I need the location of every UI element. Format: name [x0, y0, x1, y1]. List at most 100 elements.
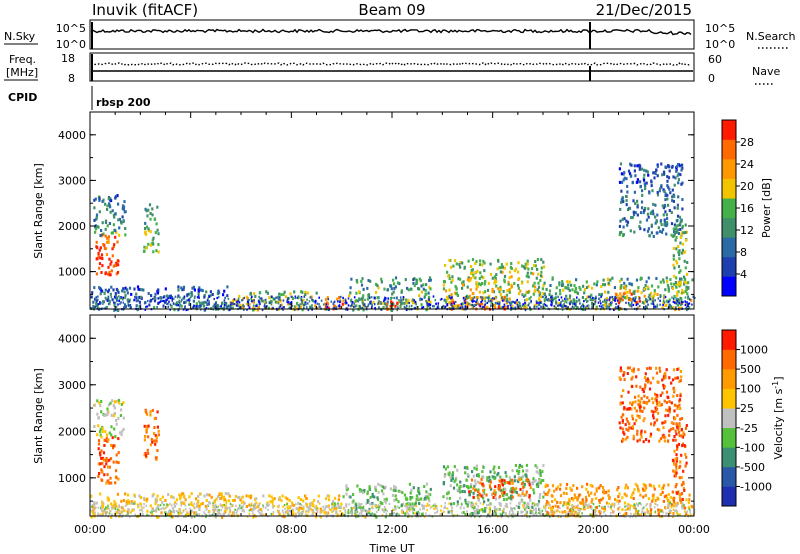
power-cell [615, 293, 618, 297]
velocity-cell [500, 489, 503, 493]
velocity-ground-cell [192, 504, 195, 507]
velocity-ground-cell [581, 512, 583, 515]
power-cell [579, 287, 582, 291]
power-ground-cell [225, 301, 228, 305]
velocity-cell [585, 498, 588, 502]
velocity-cell [156, 410, 159, 414]
power-ground-cell [194, 295, 196, 298]
power-ground-cell [689, 298, 691, 301]
velocity-ground-cell [191, 510, 194, 513]
velocity-cell [658, 428, 661, 432]
power-cell [471, 258, 475, 262]
power-cell [617, 294, 620, 298]
velocity-cell [630, 377, 633, 381]
power-cell [455, 262, 458, 266]
velocity-ground-cell [355, 515, 357, 518]
power-ground-cell [113, 304, 116, 307]
power-cell [442, 283, 445, 287]
power-cell [558, 283, 561, 287]
velocity-ground-cell [193, 515, 196, 518]
velocity-cell [563, 510, 567, 514]
velocity-ground-cell [267, 504, 269, 507]
power-cell [182, 287, 185, 291]
velocity-cell [511, 469, 514, 473]
velocity-ground-cell [385, 512, 388, 516]
power-cell [630, 292, 633, 296]
velocity-ground-cell [439, 513, 442, 516]
velocity-cell [518, 469, 521, 473]
power-ground-cell [475, 303, 477, 306]
power-cell [376, 296, 379, 300]
power-cell [386, 288, 389, 292]
power-ground-cell [306, 298, 308, 301]
power-ground-cell [614, 299, 616, 302]
power-cell [451, 278, 454, 282]
velocity-ground-cell [240, 502, 243, 505]
velocity-ground-cell [121, 506, 123, 509]
velocity-cell [494, 509, 497, 513]
velocity-ground-cell [475, 508, 477, 511]
power-cell [450, 265, 453, 269]
velocity-cell [451, 474, 454, 478]
power-cell [327, 306, 330, 310]
power-cell [94, 227, 97, 231]
velocity-ground-cell [94, 506, 97, 509]
power-ground-cell [536, 305, 538, 308]
velocity-ground-cell [512, 507, 515, 510]
power-cell [666, 175, 669, 179]
velocity-ground-cell [471, 503, 473, 506]
power-ground-cell [523, 295, 525, 298]
velocity-ground-cell [667, 503, 670, 506]
velocity-cell [383, 486, 386, 490]
velocity-cell [107, 465, 110, 469]
power-cell [643, 168, 646, 172]
nave-tick-bottom: 0 [708, 72, 715, 85]
power-ground-cell [427, 297, 430, 301]
power-cell [676, 261, 679, 265]
power-ground-cell [357, 300, 360, 303]
power-cell [115, 261, 118, 265]
power-cell [138, 300, 141, 304]
power-cell [574, 287, 577, 290]
power-ground-cell [199, 304, 201, 307]
nave-trace [90, 62, 692, 66]
power-cell [94, 230, 97, 234]
velocity-cell [565, 492, 568, 496]
power-colorbar-tick-label: 20 [740, 180, 754, 193]
velocity-ground-cell [223, 503, 226, 506]
velocity-cell [450, 502, 453, 506]
power-cell [682, 231, 685, 235]
velocity-ground-cell [650, 502, 652, 505]
velocity-ground-cell [425, 512, 427, 515]
velocity-ground-cell [544, 508, 547, 511]
velocity-ground-cell [211, 513, 213, 517]
power-ground-cell [671, 307, 673, 310]
power-ground-cell [528, 302, 530, 305]
power-ground-cell [490, 304, 492, 307]
power-cell [526, 262, 529, 266]
velocity-ground-cell [472, 507, 475, 510]
velocity-ground-cell [218, 512, 221, 515]
power-cell [532, 272, 535, 276]
power-ground-cell [119, 302, 121, 305]
power-ground-cell [185, 308, 188, 312]
power-cell [636, 205, 639, 209]
power-cell [540, 295, 543, 299]
velocity-cell [637, 399, 640, 403]
velocity-cell [479, 493, 482, 497]
velocity-cell [658, 484, 661, 488]
power-cell [533, 281, 536, 285]
power-cell [505, 305, 508, 309]
power-cell [153, 305, 156, 309]
power-cell [469, 278, 472, 282]
velocity-cell [381, 485, 384, 489]
power-cell [630, 163, 633, 167]
velocity-cell [621, 496, 624, 500]
velocity-ground-cell [510, 506, 512, 509]
power-cell [100, 271, 103, 274]
power-cell [674, 281, 677, 284]
power-ground-cell [547, 299, 549, 302]
power-cell [648, 293, 651, 297]
power-cell [471, 306, 474, 310]
